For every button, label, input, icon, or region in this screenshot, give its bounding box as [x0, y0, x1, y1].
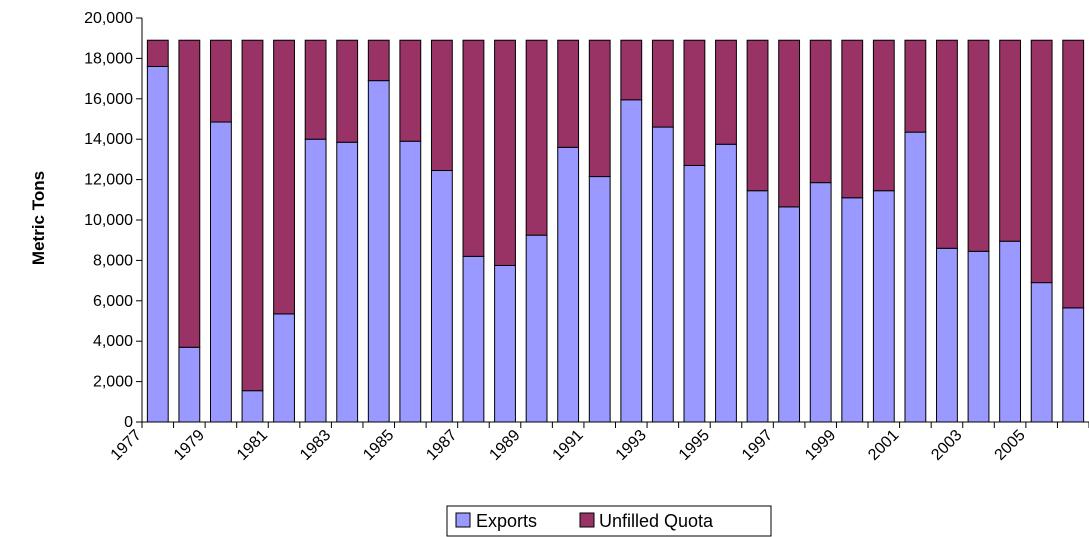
bar-exports-2004	[999, 240, 1021, 423]
bar-unfilled-quota-1982	[304, 39, 327, 140]
bar-exports-1980	[241, 390, 264, 423]
bar-exports-1983	[336, 141, 359, 423]
bar-unfilled-quota-1991	[588, 39, 611, 178]
y-tick-label: 10,000	[84, 212, 133, 229]
bar-exports-1982	[304, 138, 327, 423]
bar-exports-2005	[1030, 282, 1053, 423]
x-tick-label: 2005	[992, 427, 1029, 464]
bar-unfilled-quota-1993	[651, 39, 674, 128]
bar-exports-1995	[715, 143, 737, 423]
y-tick-label: 6,000	[93, 293, 133, 310]
x-tick-label: 1989	[486, 427, 523, 464]
bar-exports-1991	[588, 176, 611, 423]
bar-unfilled-quota-1989	[525, 39, 548, 236]
bar-unfilled-quota-1981	[273, 39, 295, 315]
x-tick-label: 1983	[297, 427, 334, 464]
y-tick-label: 8,000	[93, 252, 133, 269]
bar-unfilled-quota-1988	[494, 39, 516, 266]
x-tick-label: 1987	[423, 427, 460, 464]
x-tick-label: 1999	[802, 427, 839, 464]
bar-unfilled-quota-1995	[715, 39, 737, 145]
bar-unfilled-quota-1979	[210, 39, 232, 123]
bars	[146, 39, 1085, 423]
bar-exports-2006	[1062, 307, 1085, 423]
bar-exports-1979	[210, 121, 232, 423]
bar-exports-1987	[462, 255, 485, 423]
x-tick-label: 1993	[613, 427, 650, 464]
bar-exports-1985	[399, 140, 422, 423]
legend-swatch-exports	[455, 512, 471, 528]
y-tick-label: 2,000	[93, 374, 133, 391]
y-tick-label: 12,000	[84, 172, 133, 189]
y-tick-label: 20,000	[84, 10, 133, 27]
y-axis-title: Metric Tons	[29, 171, 48, 265]
bar-exports-1996	[746, 190, 769, 423]
bar-exports-1986	[430, 170, 453, 423]
bar-unfilled-quota-2005	[1030, 39, 1053, 284]
legend-box	[446, 505, 772, 537]
bar-exports-1990	[557, 146, 580, 423]
bar-unfilled-quota-1998	[809, 39, 832, 184]
bar-exports-2000	[872, 190, 895, 423]
bar-exports-1993	[651, 126, 674, 423]
bar-unfilled-quota-1992	[620, 39, 643, 101]
bar-unfilled-quota-2003	[967, 39, 990, 252]
bar-unfilled-quota-1997	[778, 39, 801, 208]
y-tick-label: 14,000	[84, 131, 133, 148]
x-tick-label: 1997	[739, 427, 776, 464]
x-tick-label: 2003	[928, 427, 965, 464]
bar-exports-1978	[178, 346, 201, 423]
x-tick-label: 1995	[676, 427, 713, 464]
y-tick-label: 16,000	[84, 91, 133, 108]
bar-exports-1992	[620, 99, 643, 423]
y-tick-label: 0	[124, 414, 133, 431]
bar-unfilled-quota-1978	[178, 39, 201, 348]
bar-exports-1997	[778, 206, 801, 423]
bar-unfilled-quota-1994	[683, 39, 706, 166]
bar-unfilled-quota-1986	[430, 39, 453, 172]
bar-exports-2003	[967, 250, 990, 423]
bar-unfilled-quota-1999	[841, 39, 864, 199]
y-tick-label: 18,000	[84, 50, 133, 67]
bar-unfilled-quota-2006	[1062, 39, 1085, 309]
x-tick-label: 1981	[234, 427, 271, 464]
x-tick-label: 1979	[171, 427, 208, 464]
bar-exports-1999	[841, 197, 864, 423]
x-tick-label: 1977	[108, 427, 145, 464]
bar-unfilled-quota-2002	[936, 39, 958, 249]
x-axis: 1977 1979 1981 1983 1985 1987 1989 1991 1993 1995…	[108, 421, 1089, 464]
bar-exports-1981	[273, 313, 295, 423]
legend-label-exports: Exports	[476, 511, 537, 531]
x-tick-label: 1985	[360, 427, 397, 464]
bar-unfilled-quota-1984	[367, 39, 390, 82]
bar-unfilled-quota-1990	[557, 39, 580, 148]
x-tick-label: 2001	[865, 427, 902, 464]
bar-unfilled-quota-2000	[872, 39, 895, 192]
bar-exports-1977	[146, 65, 169, 423]
bar-exports-1984	[367, 80, 390, 423]
bar-unfilled-quota-1980	[241, 39, 264, 392]
legend: Exports Unfilled Quota	[446, 505, 772, 537]
bar-unfilled-quota-2001	[904, 39, 927, 133]
legend-swatch-unfilled-quota	[579, 512, 595, 528]
bar-unfilled-quota-1996	[746, 39, 769, 192]
bar-unfilled-quota-1985	[399, 39, 422, 142]
bar-unfilled-quota-1983	[336, 39, 359, 143]
bar-exports-1988	[494, 264, 516, 423]
bar-exports-1998	[809, 182, 832, 423]
bar-exports-1994	[683, 164, 706, 423]
y-axis: 0 2,000 4,000 6,000 8,000 10,000 12,000 14,000 1…	[84, 10, 143, 431]
bar-exports-2002	[936, 247, 958, 423]
bar-unfilled-quota-1987	[462, 39, 485, 257]
x-tick-label: 1991	[550, 427, 587, 464]
bar-exports-2001	[904, 131, 927, 423]
bar-exports-1989	[525, 234, 548, 423]
bar-unfilled-quota-1977	[146, 39, 169, 67]
bar-unfilled-quota-2004	[999, 39, 1021, 242]
legend-label-unfilled-quota: Unfilled Quota	[599, 511, 714, 531]
y-tick-label: 4,000	[93, 333, 133, 350]
